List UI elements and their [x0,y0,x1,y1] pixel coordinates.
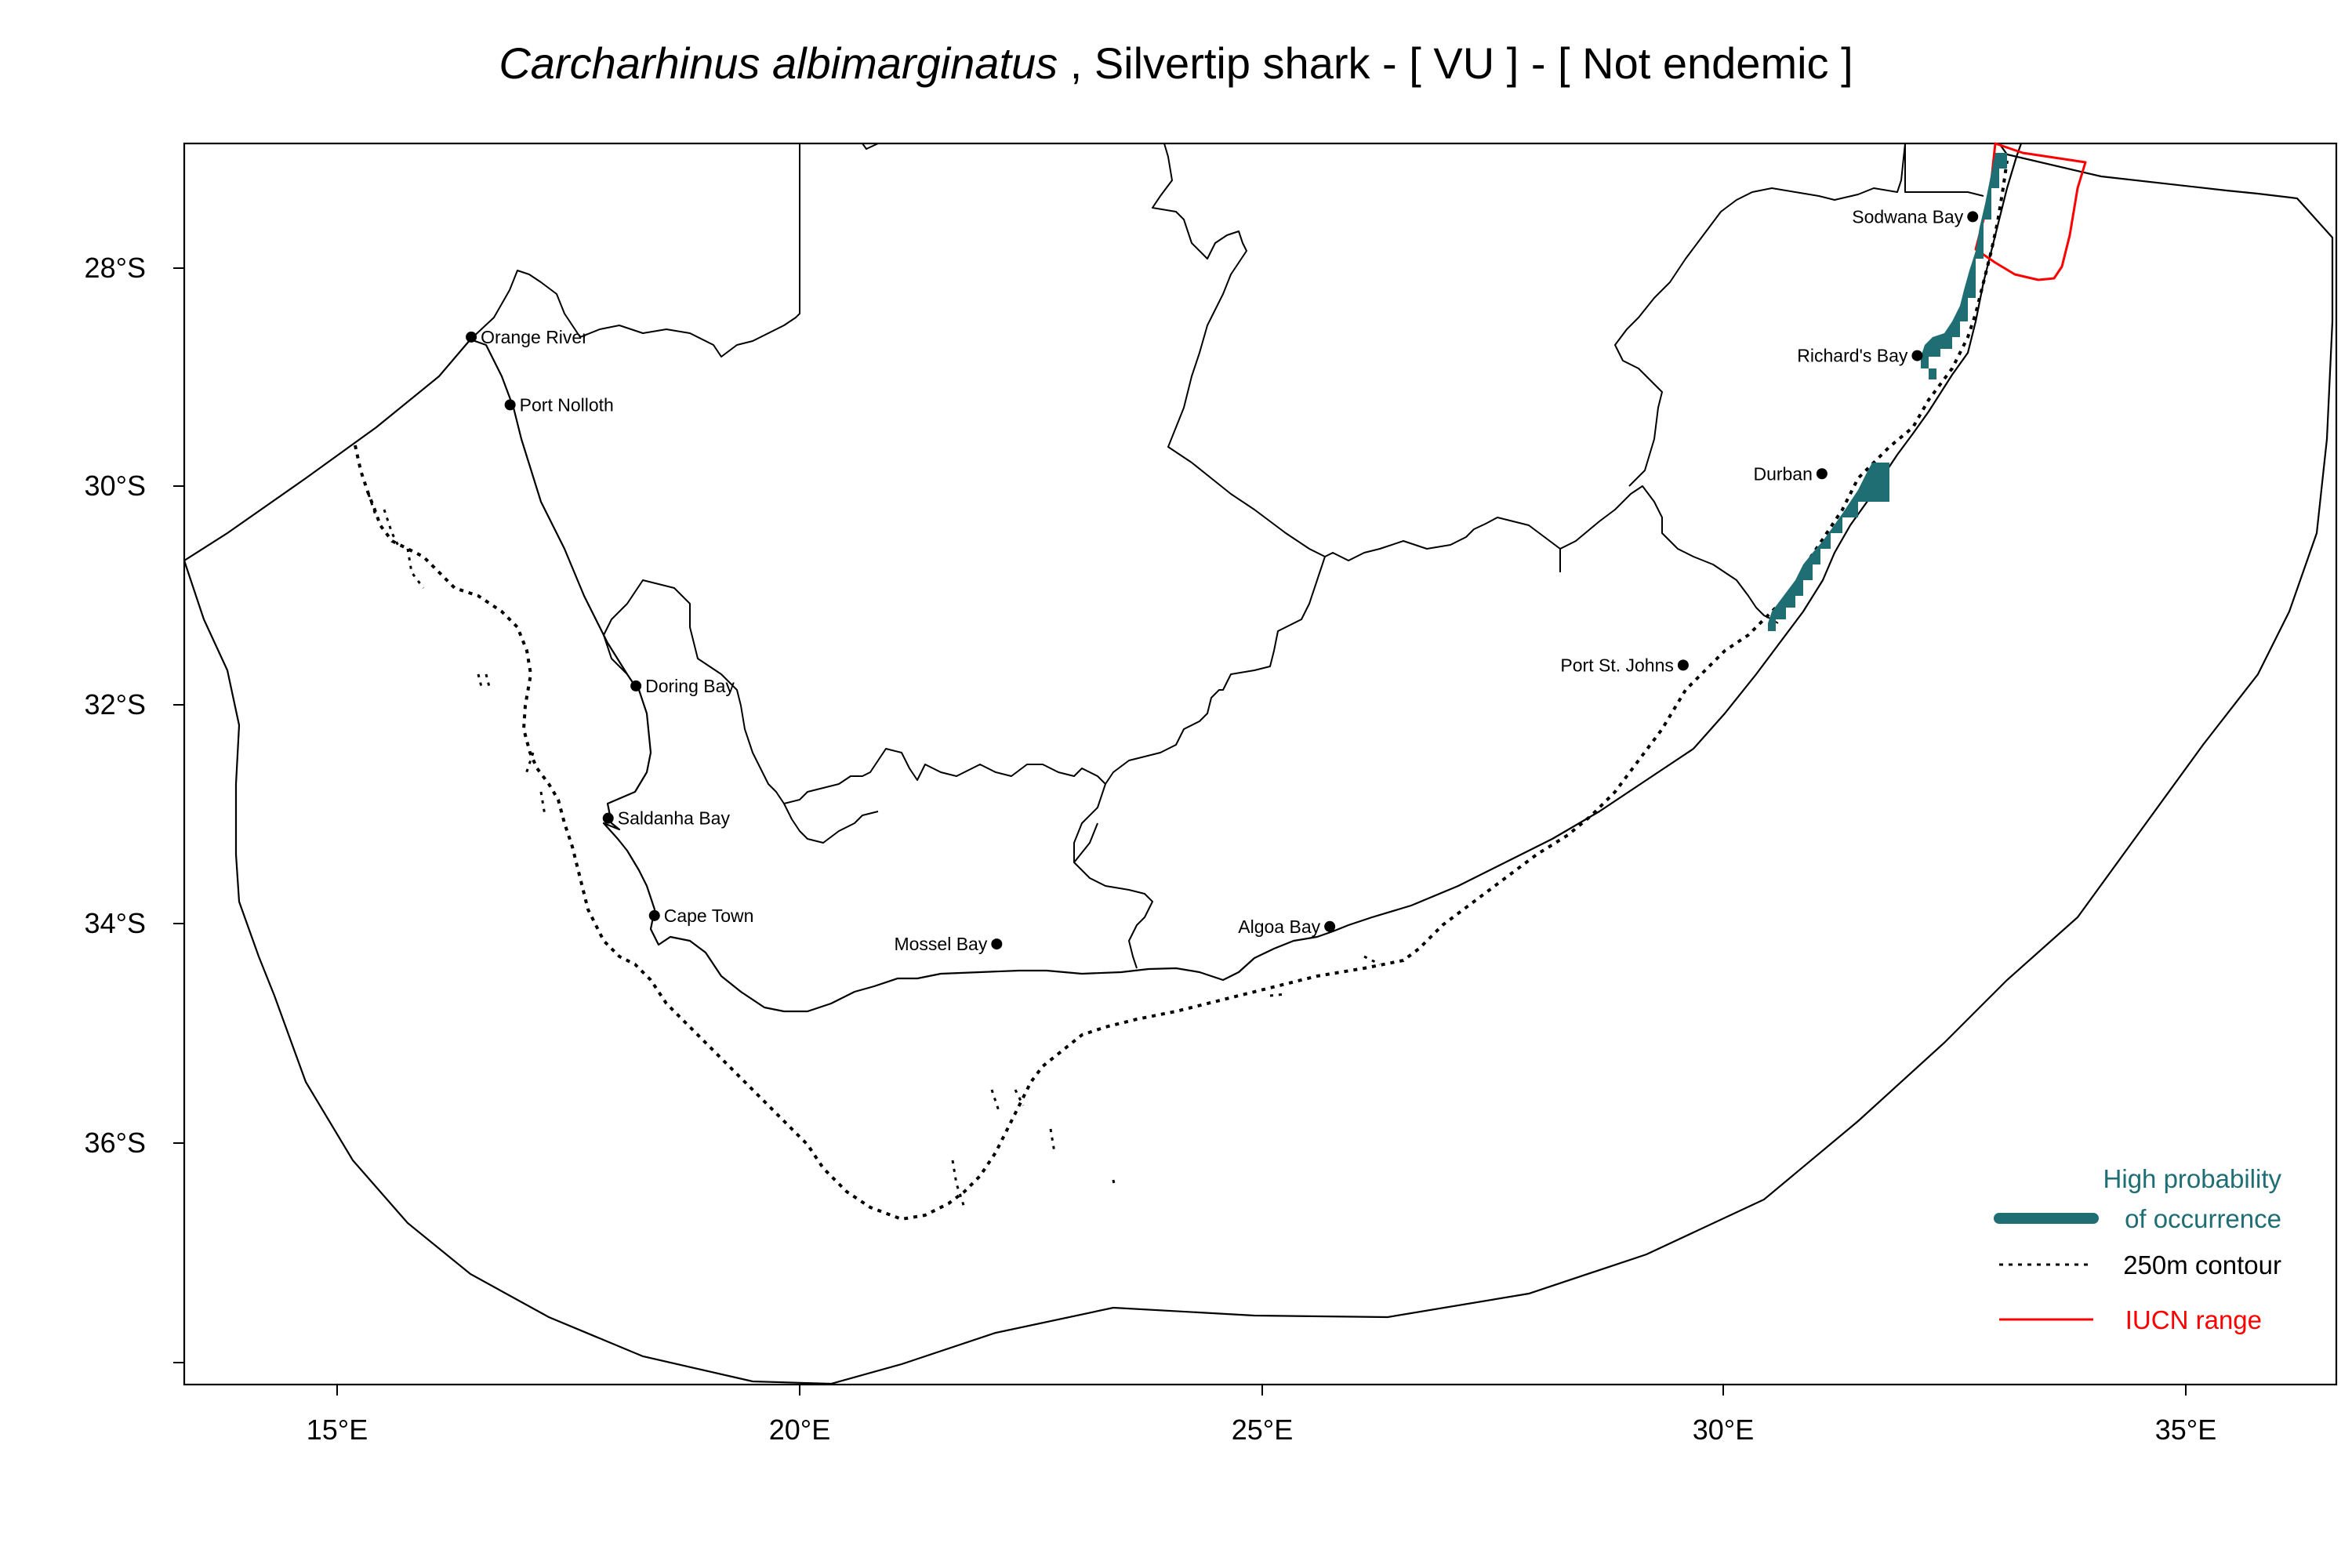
place-dot [602,812,614,824]
iucn-range-polygon [1974,142,2087,281]
place-label: Cape Town [664,906,754,926]
x-tick-label: 30°E [1693,1414,1754,1446]
place-label: Durban [1753,463,1812,484]
place-dot [1911,350,1923,361]
y-tick-label: 36°S [85,1127,146,1159]
place-dot [1324,920,1336,932]
place-dot [1677,659,1689,671]
legend-iucn-label: IUCN range [2125,1305,2262,1334]
place-markers: Orange River Port Nolloth Doring Bay Saldan… [466,206,1979,954]
provincial-borders [470,143,1984,969]
y-tick-label: 34°S [85,907,146,939]
legend-contour-label: 250m contour [2123,1250,2281,1279]
y-tick-label: 30°S [85,470,146,502]
offshore-contour-fragments [367,493,1381,1208]
place-dot [1816,468,1828,480]
coastline [470,143,2023,1013]
legend: High probability of occurrence 250m cont… [1994,1164,2282,1334]
eez-boundary [183,143,2334,1385]
place-dot [466,331,477,343]
legend-occurrence-label-1: High probability [2103,1164,2282,1193]
x-tick-label: 35°E [2155,1414,2216,1446]
map-content [173,142,2334,1396]
place-label: Orange River [481,327,588,347]
place-dot [630,680,642,691]
x-tick-label: 20°E [769,1414,830,1446]
place-label: Sodwana Bay [1852,206,1963,227]
x-tick-label: 25°E [1232,1414,1293,1446]
place-label: Port Nolloth [520,394,614,415]
place-dot [648,909,660,921]
place-label: Richard's Bay [1797,346,1908,366]
occurrence-cells [1768,153,2007,631]
x-axis-labels: 15°E 20°E 25°E 30°E 35°E [307,1414,2216,1446]
place-dot [1967,211,1979,223]
depth-contour-250m [354,160,2009,1221]
title-rest: , Silvertip shark - [ VU ] - [ Not endem… [1058,38,1853,88]
y-tick-label: 28°S [85,252,146,284]
place-label: Port St. Johns [1560,655,1673,675]
place-label: Mossel Bay [894,934,987,954]
place-dot [991,938,1003,950]
x-tick-label: 15°E [307,1414,368,1446]
place-dot [504,399,516,411]
y-axis-labels: 28°S 30°S 32°S 34°S 36°S [85,252,146,1159]
y-tick-label: 32°S [85,688,146,720]
place-label: Saldanha Bay [618,808,731,829]
map-title: Carcharhinus albimarginatus , Silvertip … [499,38,1853,88]
species-name: Carcharhinus albimarginatus [499,38,1058,88]
place-label: Doring Bay [645,676,735,696]
map-frame [183,142,2338,1386]
place-label: Algoa Bay [1238,916,1320,937]
axis-ticks [173,267,2187,1396]
legend-occurrence-label-2: of occurrence [2125,1204,2281,1233]
